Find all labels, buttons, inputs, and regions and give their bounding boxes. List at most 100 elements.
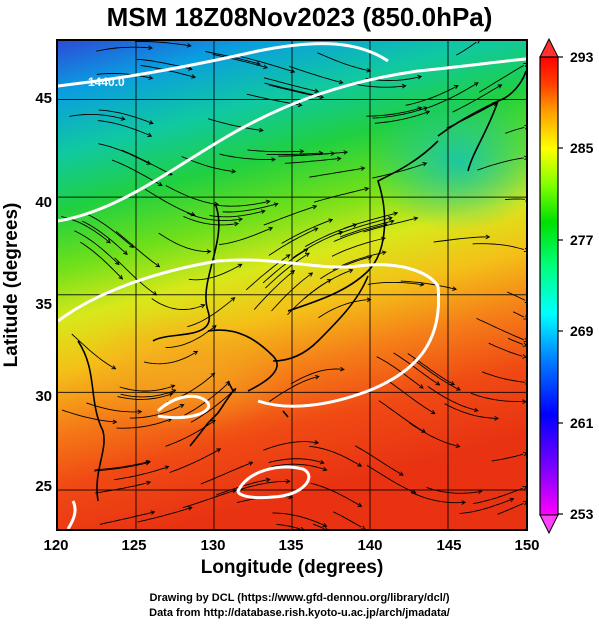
- streamline-arrow: [200, 303, 206, 309]
- streamline-arrow: [225, 381, 231, 386]
- streamline-arrow: [179, 404, 185, 409]
- streamline: [165, 185, 219, 205]
- streamline-arrow: [285, 254, 291, 259]
- streamline: [144, 189, 195, 216]
- streamline: [281, 219, 333, 244]
- streamline: [74, 230, 120, 265]
- streamline: [427, 386, 479, 412]
- streamline: [372, 162, 427, 179]
- lat-lon-grid: [58, 41, 526, 529]
- streamline-arrow: [523, 155, 526, 161]
- streamline: [363, 217, 418, 233]
- streamline-arrow: [265, 199, 271, 205]
- streamline-arrow: [111, 365, 117, 370]
- streamline: [284, 157, 341, 164]
- streamline: [183, 215, 239, 226]
- streamline: [355, 445, 404, 476]
- streamline-arrow: [155, 262, 161, 268]
- streamline-arrow: [338, 79, 344, 85]
- streamline: [262, 248, 308, 284]
- streamline: [245, 254, 291, 291]
- streamline-arrow: [398, 471, 404, 476]
- streamline-arrow: [152, 290, 158, 296]
- streamline-arrow: [418, 384, 424, 389]
- streamline: [96, 46, 153, 52]
- streamline: [477, 157, 524, 171]
- streamline: [97, 120, 152, 137]
- streamline: [95, 481, 151, 494]
- streamline-arrow: [211, 325, 217, 330]
- streamline-arrow: [328, 218, 334, 223]
- x-tick-label: 125: [121, 537, 147, 554]
- streamline-arrow: [148, 45, 153, 51]
- streamline: [268, 458, 324, 464]
- streamline: [263, 205, 317, 226]
- streamline-arrow: [452, 286, 458, 291]
- streamline: [472, 243, 525, 251]
- streamline-arrow: [187, 66, 193, 71]
- streamline: [219, 227, 273, 246]
- streamline-arrow: [417, 106, 423, 111]
- streamline-arrow: [299, 149, 305, 154]
- streamline: [264, 82, 320, 97]
- streamline-arrow: [191, 74, 197, 79]
- streamline: [247, 149, 304, 153]
- streamline: [119, 385, 175, 392]
- streamline-arrow: [522, 501, 526, 506]
- streamline: [313, 187, 369, 203]
- streamline-arrow: [461, 500, 467, 505]
- streamline-arrow: [314, 374, 320, 380]
- colorbar-scale: [539, 56, 559, 516]
- streamline: [407, 353, 455, 386]
- streamline-arrow: [522, 354, 526, 359]
- streamline: [269, 375, 320, 402]
- streamline-arrow: [123, 250, 128, 255]
- streamline-arrow: [523, 247, 526, 253]
- streamline-arrow: [106, 238, 111, 244]
- streamline: [505, 126, 525, 134]
- streamline-arrow: [114, 260, 120, 266]
- streamline: [151, 298, 205, 310]
- streamline-arrow: [230, 297, 236, 302]
- streamline-arrow: [263, 64, 269, 70]
- streamline-arrow: [455, 443, 461, 449]
- streamline-arrow: [357, 462, 363, 467]
- streamline: [491, 453, 524, 462]
- streamline-arrow: [273, 202, 279, 207]
- streamline-arrow: [120, 116, 126, 121]
- streamline: [312, 523, 325, 529]
- x-tick-label: 135: [278, 537, 304, 554]
- data-credit: Data from http://database.rish.kyoto-u.a…: [149, 607, 450, 619]
- streamline: [343, 212, 398, 229]
- streamline: [310, 482, 362, 507]
- streamline-arrow: [146, 160, 152, 165]
- streamline-arrow: [389, 219, 395, 224]
- cold-pool: [368, 91, 526, 231]
- colorbar-min-arrow: [539, 514, 559, 535]
- streamline-arrow: [148, 75, 154, 80]
- streamline: [263, 441, 319, 451]
- streamline-arrow: [150, 510, 156, 515]
- streamline-arrow: [497, 84, 503, 89]
- streamline: [426, 486, 482, 494]
- streamline: [410, 491, 466, 504]
- streamline: [331, 237, 386, 257]
- streamline-arrow: [357, 502, 363, 507]
- streamline: [374, 110, 430, 124]
- streamline: [187, 297, 235, 328]
- temperature-field: 1440.0: [58, 41, 526, 529]
- streamline-arrow: [360, 525, 366, 529]
- streamline: [96, 72, 153, 79]
- streamline-arrow: [387, 216, 393, 221]
- colorbar: [539, 37, 563, 535]
- streamline: [188, 263, 242, 281]
- streamline: [87, 214, 134, 248]
- streamline: [240, 56, 295, 73]
- streamline-arrow: [145, 460, 151, 466]
- streamline-arrow: [300, 526, 304, 529]
- streamline-arrow: [430, 409, 436, 415]
- streamline: [470, 392, 526, 403]
- streamline-arrow: [314, 440, 320, 445]
- streamline-arrow: [322, 522, 328, 528]
- colorbar-tick-label: 261: [570, 415, 594, 431]
